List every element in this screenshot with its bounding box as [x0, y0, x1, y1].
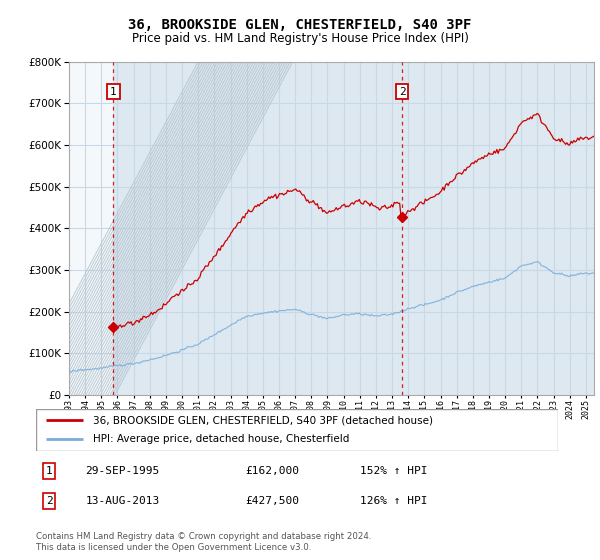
Text: 1: 1 [46, 466, 52, 476]
Text: £427,500: £427,500 [245, 496, 299, 506]
Bar [69, 62, 113, 395]
Text: 36, BROOKSIDE GLEN, CHESTERFIELD, S40 3PF: 36, BROOKSIDE GLEN, CHESTERFIELD, S40 3P… [128, 18, 472, 32]
Text: £162,000: £162,000 [245, 466, 299, 476]
Text: 2: 2 [399, 87, 406, 96]
Text: Contains HM Land Registry data © Crown copyright and database right 2024.
This d: Contains HM Land Registry data © Crown c… [36, 532, 371, 552]
FancyBboxPatch shape [36, 409, 558, 451]
Text: 29-SEP-1995: 29-SEP-1995 [86, 466, 160, 476]
Text: 13-AUG-2013: 13-AUG-2013 [86, 496, 160, 506]
Text: 152% ↑ HPI: 152% ↑ HPI [359, 466, 427, 476]
Text: 126% ↑ HPI: 126% ↑ HPI [359, 496, 427, 506]
Text: HPI: Average price, detached house, Chesterfield: HPI: Average price, detached house, Ches… [94, 435, 350, 445]
Text: Price paid vs. HM Land Registry's House Price Index (HPI): Price paid vs. HM Land Registry's House … [131, 32, 469, 45]
Text: 36, BROOKSIDE GLEN, CHESTERFIELD, S40 3PF (detached house): 36, BROOKSIDE GLEN, CHESTERFIELD, S40 3P… [94, 415, 433, 425]
Text: 2: 2 [46, 496, 52, 506]
Bar [69, 62, 113, 395]
Text: 1: 1 [110, 87, 117, 96]
